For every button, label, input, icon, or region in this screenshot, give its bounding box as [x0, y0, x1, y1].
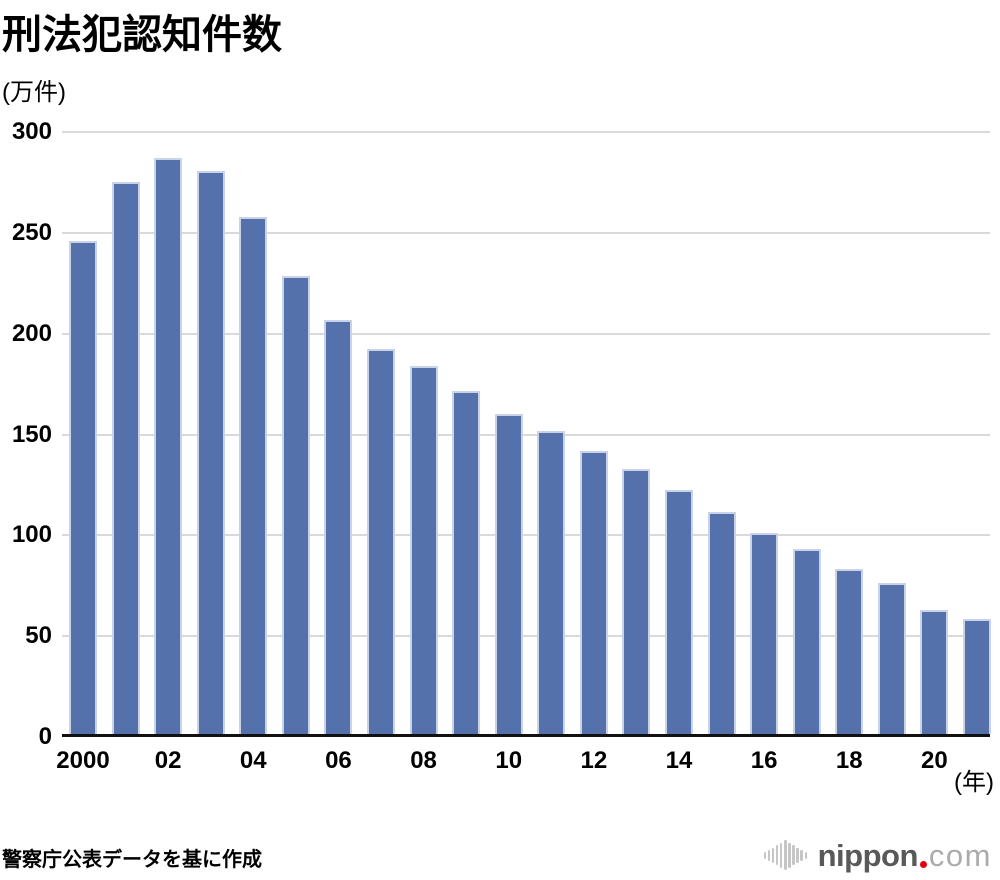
bar-2007 — [366, 349, 395, 734]
y-tick-0: 0 — [38, 723, 52, 750]
gridline-200 — [62, 332, 990, 335]
y-tick-150: 150 — [11, 420, 52, 448]
bar-2017 — [792, 549, 821, 734]
bar-2015 — [707, 512, 736, 734]
logo-text-nippon: nippon — [817, 838, 919, 873]
page-title: 刑法犯認知件数 — [2, 13, 282, 57]
source-attribution: 警察庁公表データを基に作成 — [2, 849, 262, 871]
bar-2012 — [579, 451, 608, 734]
bar-2003 — [196, 171, 225, 734]
x-tick-02: 02 — [154, 747, 182, 774]
bar-2005 — [281, 276, 310, 734]
bar-2001 — [111, 182, 140, 734]
x-tick-2000: 2000 — [56, 747, 110, 774]
x-tick-06: 06 — [325, 747, 352, 774]
x-tick-12: 12 — [580, 747, 608, 774]
y-tick-300: 300 — [11, 118, 52, 145]
bar-2021 — [962, 619, 991, 734]
y-axis-unit-label: (万件) — [2, 79, 66, 106]
bar-2020 — [920, 610, 949, 734]
bar-2002 — [154, 158, 183, 734]
bar-2016 — [750, 533, 779, 734]
x-tick-08: 08 — [410, 747, 437, 774]
plot-area — [62, 131, 991, 737]
bar-2011 — [537, 431, 566, 734]
logo-text-com: com — [928, 838, 992, 873]
bar-2019 — [877, 583, 906, 734]
bar-2009 — [452, 391, 481, 734]
gridline-250 — [62, 231, 990, 234]
bar-2000 — [69, 241, 97, 734]
x-axis-unit-label: (年) — [954, 769, 994, 796]
gridline-50 — [62, 635, 990, 638]
bar-2013 — [622, 469, 651, 734]
soundwave-bars-icon — [763, 838, 809, 872]
x-tick-20: 20 — [921, 747, 948, 774]
x-tick-14: 14 — [665, 747, 693, 774]
bar-2004 — [239, 217, 268, 734]
x-tick-10: 10 — [495, 747, 523, 774]
bar-2008 — [409, 366, 438, 734]
gridline-100 — [62, 534, 990, 537]
logo-red-dot — [919, 861, 927, 868]
y-tick-100: 100 — [11, 521, 52, 549]
y-tick-200: 200 — [11, 319, 52, 347]
y-tick-50: 50 — [25, 622, 52, 650]
x-tick-04: 04 — [239, 747, 267, 774]
bar-2010 — [494, 414, 523, 734]
bar-2006 — [324, 320, 353, 734]
x-tick-16: 16 — [750, 747, 778, 774]
gridline-150 — [62, 433, 990, 436]
bar-2014 — [664, 490, 693, 734]
x-tick-18: 18 — [835, 747, 863, 774]
nippon-com-logo: nippon com — [763, 834, 992, 874]
y-axis-tick-labels: 300 250 200 150 100 50 0 — [0, 118, 52, 750]
bar-2018 — [835, 569, 864, 734]
gridline-300 — [62, 131, 990, 133]
x-axis-tick-labels: 2000 02 04 06 08 10 12 14 16 18 20 — [0, 746, 1000, 780]
y-tick-250: 250 — [11, 218, 52, 246]
